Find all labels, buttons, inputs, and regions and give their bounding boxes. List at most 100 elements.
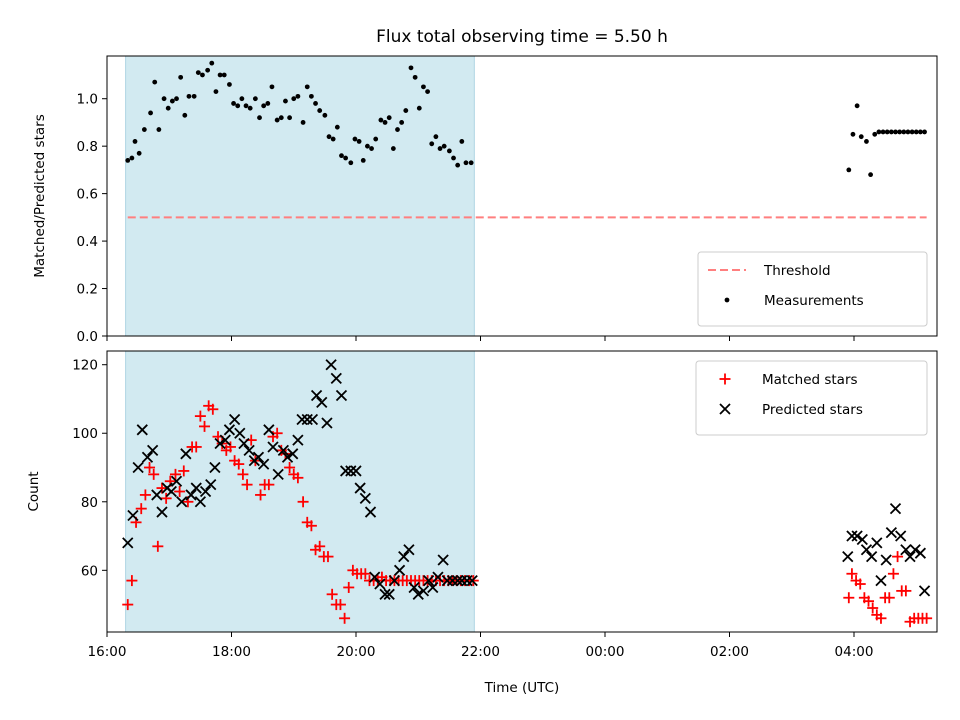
predicted-point-b: [263, 424, 275, 436]
measurement-point: [161, 96, 167, 102]
matched-point: [297, 496, 309, 508]
legend-measurement-swatch: [724, 297, 730, 303]
measurement-point: [247, 105, 253, 111]
predicted-point: [408, 581, 420, 594]
matched-point: [326, 588, 338, 600]
matched-point: [178, 465, 190, 477]
x-tick-label: 18:00: [212, 644, 251, 660]
predicted-point: [860, 544, 873, 556]
predicted-point: [281, 451, 294, 463]
predicted-point-b: [895, 530, 907, 542]
y-tick-label: 100: [72, 426, 98, 442]
legend-predicted-swatch-b: [719, 403, 731, 415]
predicted-point: [851, 530, 863, 542]
predicted-point-b: [199, 485, 212, 498]
legend-label: Predicted stars: [762, 402, 863, 418]
predicted-point-b: [132, 461, 144, 474]
predicted-point: [895, 530, 907, 542]
predicted-point: [176, 496, 188, 508]
measurement-point: [463, 160, 469, 166]
predicted-point-b: [452, 574, 464, 587]
measurement-point: [334, 124, 340, 130]
predicted-point-b: [292, 434, 304, 446]
measurement-point: [182, 112, 188, 118]
predicted-point-b: [277, 444, 290, 457]
predicted-point-b: [325, 359, 337, 371]
axes-frame: [106, 350, 938, 633]
measurement-point: [205, 67, 211, 73]
predicted-point: [205, 479, 217, 491]
predicted-point: [846, 530, 858, 542]
predicted-point-b: [408, 581, 420, 594]
predicted-point-b: [281, 451, 294, 463]
matched-point: [139, 489, 151, 501]
predicted-point-b: [330, 372, 342, 385]
predicted-point-b: [176, 496, 188, 508]
predicted-point: [880, 554, 892, 566]
measurement-point: [283, 98, 288, 104]
predicted-point-b: [180, 448, 192, 460]
predicted-point: [330, 372, 342, 385]
predicted-point-b: [252, 451, 265, 463]
measurement-point: [356, 139, 362, 144]
measurement-point: [850, 131, 856, 137]
predicted-point-b: [238, 437, 250, 450]
predicted-point: [147, 444, 159, 457]
predicted-point-b: [185, 489, 197, 501]
predicted-point-b: [335, 389, 348, 402]
measurement-point: [360, 158, 366, 163]
predicted-point: [369, 571, 381, 583]
measurement-point: [291, 96, 297, 102]
predicted-point-b: [243, 444, 255, 457]
legend-label: Threshold: [763, 263, 831, 279]
matched-point: [883, 592, 895, 604]
predicted-point: [219, 434, 231, 446]
measurement-point: [441, 143, 447, 149]
measurement-point: [295, 93, 301, 99]
predicted-point-b: [860, 544, 873, 556]
predicted-point-b: [432, 571, 444, 583]
predicted-point: [842, 550, 854, 563]
measurement-point: [897, 129, 903, 135]
measurement-point: [191, 93, 197, 99]
measurement-point: [257, 115, 262, 121]
matched-point: [322, 551, 334, 563]
matched-point: [263, 479, 275, 491]
measurement-point: [451, 155, 456, 161]
predicted-point-b: [422, 574, 435, 587]
predicted-point-b: [379, 588, 391, 600]
predicted-point: [452, 574, 464, 587]
predicted-point: [900, 544, 912, 556]
predicted-point-b: [846, 530, 858, 542]
matched-point: [144, 462, 156, 474]
measurement-point: [459, 139, 465, 144]
predicted-point-b: [151, 489, 163, 501]
measurement-point: [129, 155, 135, 161]
matched-point: [199, 420, 211, 432]
matched-point: [169, 468, 181, 480]
measurement-point: [148, 110, 153, 116]
predicted-point: [258, 458, 270, 470]
measurement-point: [169, 98, 175, 104]
y-tick-label: 1.0: [77, 92, 98, 108]
predicted-point: [466, 574, 478, 587]
predicted-point-b: [427, 581, 439, 594]
predicted-point-b: [885, 526, 897, 539]
x-tick-label: 16:00: [88, 644, 127, 660]
predicted-point: [132, 461, 144, 474]
measurement-point: [403, 108, 409, 113]
measurement-point: [922, 129, 927, 135]
predicted-point-b: [147, 444, 159, 457]
predicted-point: [306, 413, 319, 426]
predicted-point-b: [918, 585, 931, 597]
legend: Threshold Measurements: [697, 251, 928, 327]
predicted-point: [393, 564, 406, 576]
predicted-point-b: [388, 574, 401, 587]
y-tick-label: 0.8: [77, 139, 98, 155]
x-tick-label: 00:00: [586, 644, 625, 660]
measurement-point: [390, 146, 396, 151]
predicted-point-b: [914, 547, 927, 559]
measurement-point: [252, 96, 258, 102]
measurement-point: [313, 101, 318, 106]
